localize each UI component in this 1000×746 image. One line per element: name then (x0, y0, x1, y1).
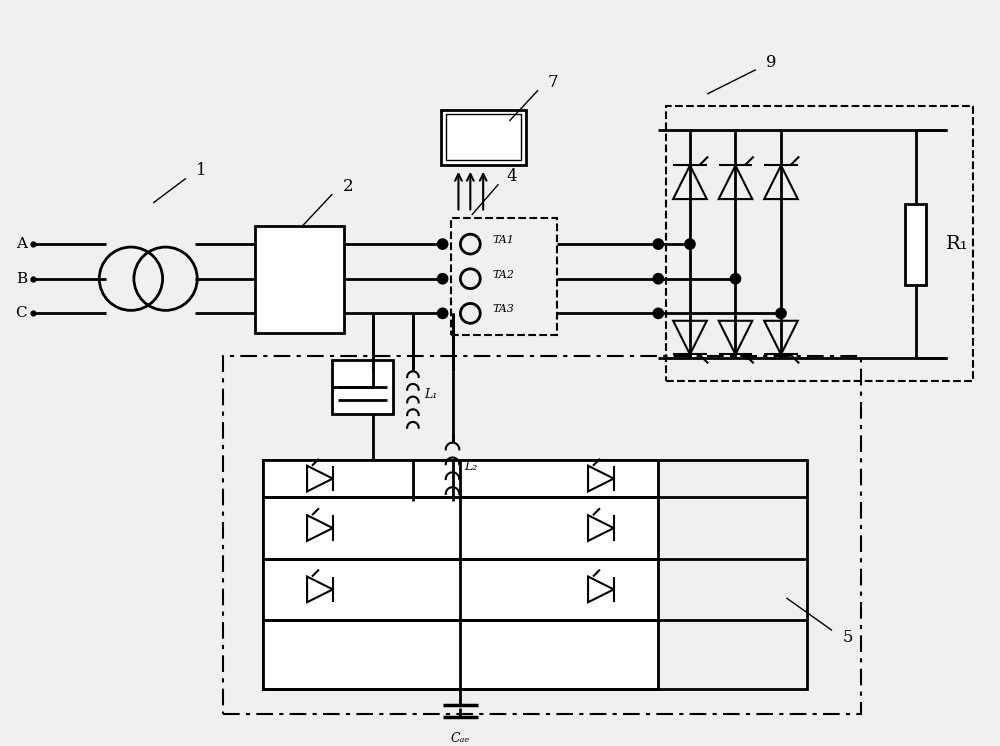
Text: TA2: TA2 (492, 270, 514, 280)
Bar (255, 226, 344, 333)
Circle shape (654, 239, 663, 248)
Text: 2: 2 (342, 178, 353, 195)
Text: Cₐₑ: Cₐₑ (451, 733, 470, 745)
Bar (263, 460, 807, 689)
Circle shape (438, 239, 447, 248)
Text: R₁: R₁ (946, 235, 968, 253)
Circle shape (654, 275, 663, 283)
Text: L₂: L₂ (464, 460, 477, 473)
Bar (223, 356, 861, 714)
Bar (666, 106, 973, 380)
Circle shape (686, 239, 694, 248)
Bar (148, 242, 170, 316)
Text: 4: 4 (507, 169, 517, 185)
Text: 9: 9 (766, 54, 776, 71)
Circle shape (438, 275, 447, 283)
Bar (905, 204, 926, 285)
Text: C: C (15, 307, 27, 320)
Text: L₁: L₁ (424, 388, 437, 401)
Bar (446, 114, 521, 160)
Bar (441, 110, 526, 165)
Circle shape (731, 275, 740, 283)
Circle shape (438, 309, 447, 318)
Bar (332, 360, 393, 414)
Circle shape (654, 309, 663, 318)
Text: B: B (16, 272, 27, 286)
Text: TA3: TA3 (492, 304, 514, 314)
Bar (451, 219, 557, 335)
Text: 1: 1 (196, 163, 207, 179)
Text: TA1: TA1 (492, 235, 514, 245)
Circle shape (777, 309, 785, 318)
Bar (263, 460, 658, 689)
Text: A: A (16, 237, 27, 251)
Text: 7: 7 (547, 75, 558, 91)
Text: 5: 5 (843, 630, 854, 646)
